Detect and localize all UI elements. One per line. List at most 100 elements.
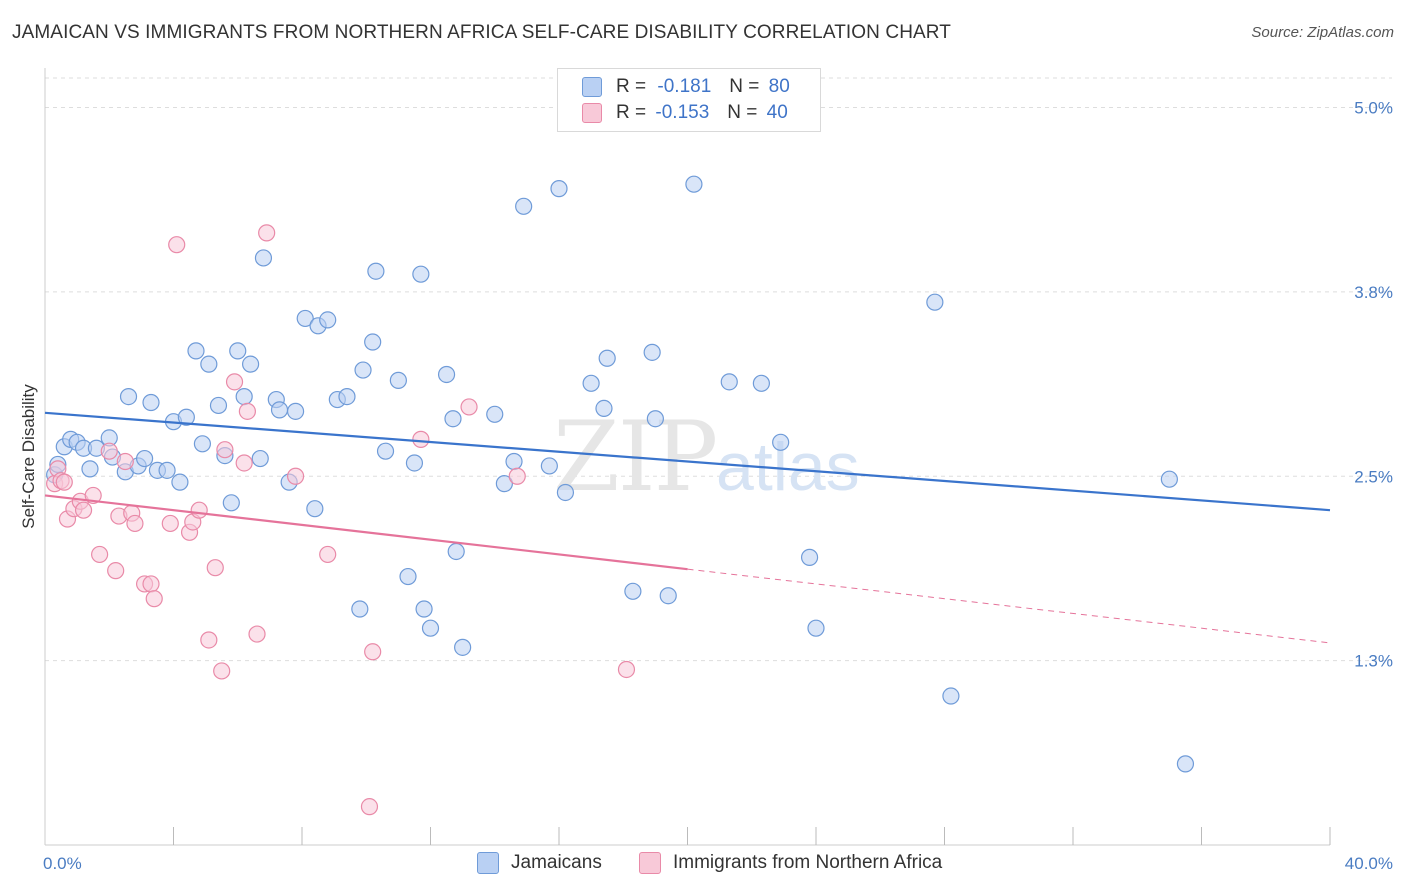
y-tick-label: 5.0%: [1354, 99, 1393, 118]
african-point: [168, 236, 186, 254]
y-tick-label: 1.3%: [1354, 652, 1393, 671]
legend-r-label: R =: [616, 76, 647, 97]
jamaican-point: [209, 396, 228, 415]
jamaican-point: [242, 355, 260, 373]
trend-lines: [44, 411, 1331, 644]
chart-title: JAMAICAN VS IMMIGRANTS FROM NORTHERN AFR…: [12, 22, 951, 43]
jamaican-point: [187, 342, 205, 360]
jamaican-point: [582, 374, 600, 392]
african-point: [74, 501, 93, 519]
jamaican-point: [624, 582, 642, 600]
african-point: [460, 398, 478, 416]
jamaican-point: [1160, 470, 1178, 488]
jamaican-point: [351, 600, 369, 618]
legend-label-jamaicans: Jamaicans: [511, 852, 602, 873]
legend-swatch-african: [639, 852, 661, 874]
source-site[interactable]: ZipAtlas.com: [1307, 24, 1394, 41]
african-point: [248, 625, 266, 643]
axes: [44, 68, 1331, 846]
legend-n-value: 80: [768, 76, 790, 97]
source-label: Source:: [1251, 24, 1304, 41]
legend-row-jamaicans: R = -0.181 N = 80: [582, 74, 790, 100]
african-point: [319, 545, 337, 564]
jamaican-point: [515, 197, 533, 215]
jamaican-point: [495, 475, 513, 493]
x-tick-label-max: 40.0%: [1345, 854, 1393, 873]
y-axis-title: Self-Care Disability: [19, 384, 38, 529]
jamaican-point: [251, 449, 269, 468]
jamaican-point: [200, 355, 218, 373]
jamaican-point: [319, 311, 337, 329]
jamaican-point: [556, 483, 575, 502]
jamaican-point: [389, 371, 407, 389]
jamaican-point: [437, 365, 456, 384]
african-point: [364, 643, 382, 661]
legend-item-jamaicans[interactable]: Jamaicans: [477, 852, 602, 874]
jamaican-point: [720, 373, 738, 391]
jamaicans-points: [46, 175, 1195, 773]
jamaican-point: [659, 587, 677, 605]
jamaican-point: [595, 399, 613, 417]
jamaican-point: [364, 333, 382, 351]
african-point: [126, 514, 144, 533]
jamaican-point: [807, 619, 825, 637]
african-point: [617, 660, 636, 679]
african-point: [145, 590, 163, 608]
african-point: [213, 662, 231, 680]
jamaican-point: [942, 687, 960, 705]
jamaican-point: [685, 175, 703, 193]
african-point: [107, 562, 125, 580]
jamaican-point: [376, 442, 395, 460]
african-point: [190, 501, 208, 519]
african-point: [161, 514, 179, 533]
jamaican-point: [447, 542, 465, 561]
jamaican-point: [399, 567, 417, 586]
jamaican-point: [421, 619, 440, 637]
jamaican-point: [454, 638, 472, 656]
jamaican-point: [800, 548, 819, 566]
african-point: [412, 430, 430, 448]
jamaican-point: [81, 460, 99, 478]
jamaican-point: [367, 262, 385, 280]
african-trend-line: [44, 494, 688, 571]
jamaican-point: [486, 405, 504, 423]
jamaican-point: [412, 265, 430, 283]
african-point: [286, 467, 305, 485]
watermark: ZIP atlas: [553, 401, 860, 513]
african-point: [200, 631, 218, 649]
jamaican-point: [926, 293, 944, 311]
legend-n-label: N =: [729, 76, 760, 97]
jamaican-point: [135, 449, 154, 468]
legend-label-african: Immigrants from Northern Africa: [673, 852, 943, 873]
legend-swatch-african: [582, 103, 602, 123]
jamaican-point: [540, 457, 558, 475]
y-tick-label: 2.5%: [1354, 467, 1393, 486]
jamaican-point: [354, 361, 372, 379]
jamaican-point: [235, 388, 253, 406]
legend-item-african[interactable]: Immigrants from Northern Africa: [639, 852, 942, 874]
jamaican-point: [171, 473, 189, 491]
african-point: [142, 575, 160, 593]
legend-swatch-jamaicans: [582, 77, 602, 97]
jamaican-point: [286, 402, 305, 420]
african-point: [116, 452, 134, 471]
source-note: Source: ZipAtlas.com: [1251, 24, 1394, 41]
african-point: [258, 224, 276, 242]
jamaican-point: [643, 343, 661, 361]
jamaican-point: [158, 461, 176, 479]
jamaican-point: [598, 349, 616, 367]
jamaican-point: [338, 388, 356, 406]
legend-row-african: R = -0.153 N = 40: [582, 100, 788, 126]
jamaican-point: [415, 600, 433, 618]
jamaican-point: [119, 388, 138, 406]
jamaican-point: [752, 374, 770, 392]
stats-legend: R = -0.181 N = 80 R = -0.153 N = 40: [557, 68, 821, 132]
jamaican-point: [1176, 755, 1195, 773]
jamaican-point: [229, 342, 247, 360]
legend-n-label: N =: [727, 102, 758, 123]
african-point: [100, 442, 118, 460]
legend-r-label: R =: [616, 102, 647, 123]
series-legend: Jamaicans Immigrants from Northern Afric…: [0, 852, 1406, 876]
jamaican-point: [270, 401, 289, 419]
